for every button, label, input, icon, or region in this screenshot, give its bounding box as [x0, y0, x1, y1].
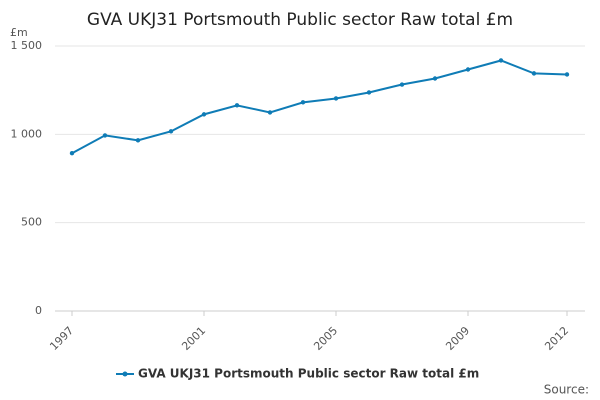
- data-point: [465, 67, 471, 72]
- data-point: [531, 71, 537, 76]
- source: Source:: [544, 383, 589, 397]
- data-point: [366, 90, 372, 95]
- x-tick-label: 2005: [311, 324, 340, 353]
- legend-marker: [122, 371, 128, 377]
- y-axis-label: £m: [10, 26, 28, 39]
- data-point: [201, 112, 207, 117]
- data-point: [234, 103, 240, 108]
- data-point: [135, 138, 141, 143]
- data-point: [102, 133, 108, 138]
- data-point: [168, 129, 174, 134]
- data-point: [300, 100, 306, 105]
- x-tick-label: 1997: [47, 324, 76, 353]
- data-point: [432, 76, 438, 81]
- data-point: [498, 58, 504, 63]
- y-tick-label: 1 500: [11, 39, 43, 52]
- chart-title: GVA UKJ31 Portsmouth Public sector Raw t…: [87, 10, 513, 30]
- y-tick-label: 500: [21, 216, 42, 229]
- y-tick-label: 0: [35, 304, 42, 317]
- series-line: [71, 59, 568, 155]
- legend-label: GVA UKJ31 Portsmouth Public sector Raw t…: [138, 367, 479, 381]
- data-point: [267, 110, 273, 115]
- x-tick-label: 2001: [179, 324, 208, 353]
- x-tick-label: 2009: [443, 324, 472, 353]
- x-tick-label: 2012: [542, 324, 571, 353]
- data-point: [69, 151, 75, 156]
- data-point: [564, 72, 570, 77]
- data-point: [333, 96, 339, 101]
- data-point: [399, 82, 405, 87]
- y-tick-label: 1 000: [11, 127, 43, 140]
